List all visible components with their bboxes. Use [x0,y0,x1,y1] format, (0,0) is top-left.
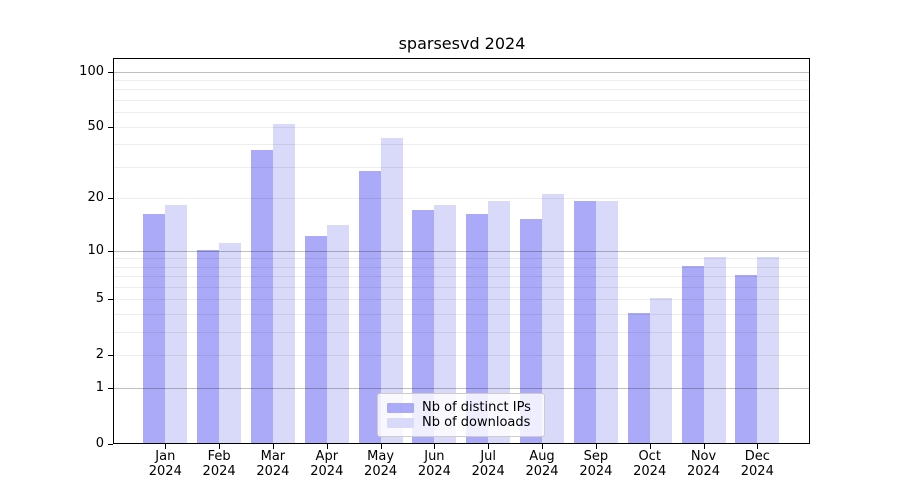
gridline-80 [114,89,809,91]
legend-item-distinct-ips: Nb of distinct IPs [387,400,535,415]
gridline-70 [114,100,809,101]
bar-aug-distinct-ips [520,219,543,443]
y-tick-label-0: 0 [95,436,104,451]
bar-jul-distinct-ips [466,214,489,443]
bar-jun-distinct-ips [412,209,435,443]
bar-sep-downloads [595,201,618,443]
x-tick-jul [488,444,490,449]
legend-item-downloads: Nb of downloads [387,415,535,430]
bar-jan-distinct-ips [143,214,166,443]
bar-aug-downloads [542,193,565,443]
y-tick-label-10: 10 [87,242,104,258]
legend-swatch-distinct-ips [387,402,414,413]
y-tick-50 [108,126,113,128]
gridline-5 [114,299,809,301]
legend-label-downloads: Nb of downloads [422,415,531,430]
bar-dec-downloads [757,257,780,443]
legend-swatch-downloads [387,417,414,428]
x-tick-jun [434,444,436,449]
x-tick-label-jul: Jul 2024 [471,449,505,479]
legend-label-distinct-ips: Nb of distinct IPs [422,400,531,415]
y-tick-label-2: 2 [95,347,104,363]
gridline-100 [114,71,809,73]
bar-jul-downloads [488,201,511,443]
x-tick-apr [326,444,328,449]
bar-nov-distinct-ips [681,265,704,443]
y-tick-100 [108,71,113,73]
bar-mar-distinct-ips [250,149,273,443]
gridline-7 [114,276,809,278]
x-tick-label-nov: Nov 2024 [686,449,721,479]
gridline-40 [114,144,809,146]
x-tick-sep [595,444,597,449]
gridline-8 [114,266,809,268]
bar-feb-distinct-ips [197,249,220,443]
bar-may-distinct-ips [358,171,381,443]
x-tick-label-oct: Oct 2024 [633,449,667,479]
gridline-2 [114,355,809,357]
x-tick-label-apr: Apr 2024 [310,449,344,479]
gridline-1 [114,388,809,390]
x-tick-may [380,444,382,449]
bar-dec-distinct-ips [735,275,758,443]
x-tick-label-sep: Sep 2024 [579,449,613,479]
bar-mar-downloads [272,124,295,443]
y-tick-label-50: 50 [87,118,104,134]
y-tick-label-100: 100 [79,63,104,79]
x-tick-mar [272,444,274,449]
plot-area [113,58,810,444]
bar-apr-distinct-ips [304,236,327,443]
bar-sep-distinct-ips [573,201,596,443]
x-tick-oct [649,444,651,449]
x-tick-label-aug: Aug 2024 [525,449,559,479]
bar-apr-downloads [326,224,349,443]
y-tick-1 [108,388,113,390]
gridline-6 [114,287,809,288]
gridline-4 [114,314,809,316]
x-tick-label-jun: Jun 2024 [417,449,451,479]
gridline-30 [114,166,809,168]
x-tick-label-dec: Dec 2024 [740,449,774,479]
gridline-10 [114,250,809,252]
legend: Nb of distinct IPs Nb of downloads [377,393,545,437]
x-tick-label-may: May 2024 [364,449,398,479]
gridline-3 [114,332,809,334]
x-tick-label-jan: Jan 2024 [148,449,182,479]
gridline-20 [114,198,809,200]
y-tick-2 [108,355,113,357]
x-tick-aug [542,444,543,449]
y-tick-10 [108,250,113,252]
bar-jan-downloads [165,205,188,443]
x-tick-feb [219,444,221,449]
bar-oct-distinct-ips [627,313,650,443]
bar-feb-downloads [219,242,242,443]
x-tick-dec [757,444,759,449]
x-tick-nov [703,444,705,449]
gridline-50 [114,126,809,128]
x-tick-label-mar: Mar 2024 [256,449,290,479]
gridline-90 [114,80,809,81]
x-tick-jan [165,444,167,449]
bar-oct-downloads [649,298,672,443]
gridline-9 [114,258,809,260]
bar-nov-downloads [703,257,726,443]
y-tick-label-5: 5 [95,291,104,307]
gridline-60 [114,112,809,114]
y-tick-0 [108,444,113,445]
x-tick-label-feb: Feb 2024 [202,449,236,479]
bar-jun-downloads [434,205,457,443]
bar-may-downloads [380,137,403,443]
y-tick-20 [108,198,113,200]
chart-title: sparsesvd 2024 [398,34,526,53]
y-tick-5 [108,299,113,301]
y-tick-label-20: 20 [87,190,104,206]
y-tick-label-1: 1 [95,380,104,396]
